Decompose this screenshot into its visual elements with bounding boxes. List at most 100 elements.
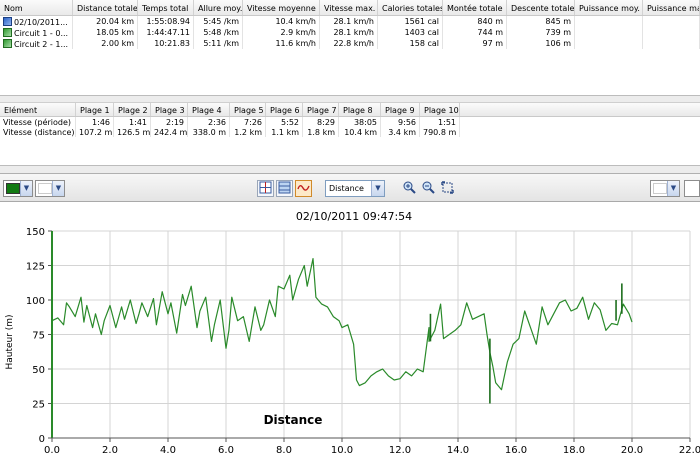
summary-row-lap-2[interactable]: Circuit 2 - 1... 2.00 km 10:21.83 5:11 /…: [0, 38, 700, 49]
zone-cell: 126.5 m: [114, 127, 151, 137]
column-header-distance[interactable]: Distance totale: [73, 0, 138, 15]
column-header-zone-2[interactable]: Plage 2: [114, 103, 151, 116]
right-color-picker-2[interactable]: [684, 180, 700, 197]
cell-name: Circuit 2 - 1...: [0, 38, 73, 49]
right-color-picker[interactable]: ▼: [650, 180, 680, 197]
x-tick-label: 6.0: [218, 445, 234, 456]
row-label: Vitesse (distance): [0, 127, 76, 137]
zone-cell: 1.8 km: [303, 127, 339, 137]
column-header-max-speed[interactable]: Vitesse max.: [320, 0, 378, 15]
cell-max-speed: 28.1 km/h: [320, 16, 378, 27]
fit-icon[interactable]: [440, 181, 454, 195]
column-header-calories[interactable]: Calories totales: [378, 0, 443, 15]
cell-name: Circuit 1 - 0...: [0, 27, 73, 38]
cell-avg-power: [575, 38, 643, 49]
color-swatch: [653, 183, 667, 194]
zone-row-distance[interactable]: Vitesse (distance) 107.2 m 126.5 m 242.4…: [0, 127, 700, 137]
column-header-zone-10[interactable]: Plage 10: [420, 103, 460, 116]
cell-descent: 739 m: [507, 27, 575, 38]
zone-cell: 338.0 m: [188, 127, 230, 137]
run-icon: [3, 17, 12, 26]
zone-cell: 38:05: [339, 117, 381, 127]
zone-cell: 5:52: [266, 117, 303, 127]
summary-table: Nom Distance totale Temps total Allure m…: [0, 0, 700, 95]
cell-ascent: 97 m: [443, 38, 507, 49]
cell-name-text: 02/10/2011...: [14, 18, 68, 27]
x-axis-select[interactable]: Distance ▼: [325, 180, 385, 197]
split-view-icon[interactable]: [257, 180, 274, 197]
column-header-nom[interactable]: Nom: [0, 0, 73, 15]
x-tick-label: 16.0: [505, 445, 527, 456]
column-header-zone-6[interactable]: Plage 6: [266, 103, 303, 116]
chevron-down-icon: ▼: [52, 181, 64, 196]
stacked-view-icon[interactable]: [276, 180, 293, 197]
column-header-zone-1[interactable]: Plage 1: [76, 103, 114, 116]
cell-max-speed: 28.1 km/h: [320, 27, 378, 38]
x-tick-label: 2.0: [102, 445, 118, 456]
cell-max-power: [643, 16, 700, 27]
grid-layer: [52, 230, 691, 438]
cell-avg-speed: 10.4 km/h: [243, 16, 320, 27]
zone-cell: 1.2 km: [230, 127, 266, 137]
column-header-zone-5[interactable]: Plage 5: [230, 103, 266, 116]
cell-avg-power: [575, 16, 643, 27]
elevation-chart[interactable]: 0.0 2.0 4.0 6.0 8.0 10.0 12.0 14.0 16.0 18.0 20.0 2…: [0, 202, 700, 457]
line-color-picker[interactable]: ▼: [3, 180, 33, 197]
chart-canvas[interactable]: 0.0 2.0 4.0 6.0 8.0 10.0 12.0 14.0 16.0 18.0 20.0 2…: [0, 202, 700, 457]
x-tick-label: 22.0: [679, 445, 700, 456]
line-graph-icon[interactable]: [295, 180, 312, 197]
secondary-color-picker[interactable]: ▼: [35, 180, 65, 197]
cell-descent: 106 m: [507, 38, 575, 49]
x-tick-label: 20.0: [621, 445, 643, 456]
x-tick-label: 12.0: [389, 445, 411, 456]
column-header-zone-4[interactable]: Plage 4: [188, 103, 230, 116]
x-tick-label: 0.0: [44, 445, 60, 456]
column-header-zone-8[interactable]: Plage 8: [339, 103, 381, 116]
column-header-pace[interactable]: Allure moy.: [194, 0, 243, 15]
x-tick-label: 8.0: [276, 445, 292, 456]
column-header-avg-speed[interactable]: Vitesse moyenne: [243, 0, 320, 15]
summary-row-lap-1[interactable]: Circuit 1 - 0... 18.05 km 1:44:47.11 5:4…: [0, 27, 700, 38]
y-tick-label: 50: [32, 365, 45, 376]
column-header-zone-3[interactable]: Plage 3: [151, 103, 188, 116]
column-header-zone-9[interactable]: Plage 9: [381, 103, 420, 116]
zone-cell: 3.4 km: [381, 127, 420, 137]
zone-cell: 790.8 m: [420, 127, 460, 137]
y-tick-label: 125: [26, 262, 45, 273]
chevron-down-icon: ▼: [20, 181, 32, 196]
cell-time: 10:21.83: [138, 38, 194, 49]
zone-cell: 1:46: [76, 117, 114, 127]
cell-time: 1:44:47.11: [138, 27, 194, 38]
zone-cell: 9:56: [381, 117, 420, 127]
column-header-element[interactable]: Elément: [0, 103, 76, 116]
y-tick-label: 100: [26, 296, 45, 307]
zone-cell: 7:26: [230, 117, 266, 127]
column-header-time[interactable]: Temps total: [138, 0, 194, 15]
splitter-handle-2[interactable]: [0, 165, 700, 174]
zone-cell: 107.2 m: [76, 127, 114, 137]
splitter-handle[interactable]: [0, 95, 700, 103]
chart-title: 02/10/2011 09:47:54: [296, 210, 412, 223]
y-tick-label: 25: [32, 400, 45, 411]
elevation-series-line: [51, 257, 633, 391]
column-header-ascent[interactable]: Montée totale: [443, 0, 507, 15]
column-header-zone-7[interactable]: Plage 7: [303, 103, 339, 116]
cell-calories: 1403 cal: [378, 27, 443, 38]
zone-table-header: Elément Plage 1 Plage 2 Plage 3 Plage 4 …: [0, 103, 700, 117]
summary-row-activity[interactable]: 02/10/2011... 20.04 km 1:55:08.94 5:45 /…: [0, 16, 700, 27]
column-header-max-power[interactable]: Puissance ma: [643, 0, 700, 15]
zone-cell: 242.4 m: [151, 127, 188, 137]
cell-distance: 2.00 km: [73, 38, 138, 49]
zoom-out-icon[interactable]: [421, 181, 435, 195]
y-tick-label: 150: [26, 227, 45, 238]
lap-icon: [3, 28, 12, 37]
column-header-avg-power[interactable]: Puissance moy.: [575, 0, 643, 15]
x-axis-label: Distance: [264, 413, 323, 427]
zone-cell: 1:51: [420, 117, 460, 127]
zone-row-period[interactable]: Vitesse (période) 1:46 1:41 2:19 2:36 7:…: [0, 117, 700, 127]
column-header-descent[interactable]: Descente totale: [507, 0, 575, 15]
zone-cell: 8:29: [303, 117, 339, 127]
x-tick-label: 14.0: [447, 445, 469, 456]
zoom-in-icon[interactable]: [402, 181, 416, 195]
cell-calories: 1561 cal: [378, 16, 443, 27]
